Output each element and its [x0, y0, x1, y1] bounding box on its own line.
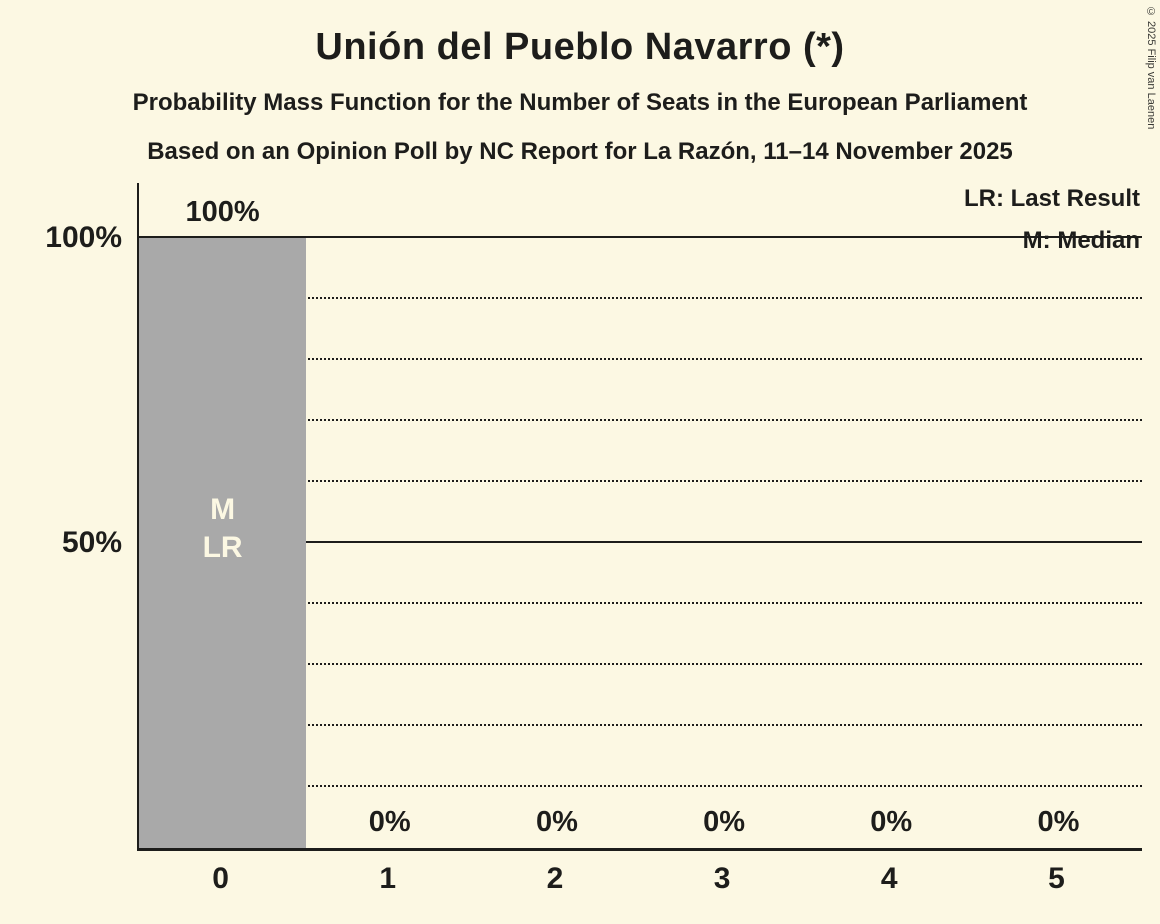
gridline-dotted-30 [139, 663, 1142, 665]
x-tick-2: 2 [546, 862, 564, 895]
gridline-solid-50 [139, 541, 1142, 543]
bar-value-label-1: 0% [368, 806, 411, 838]
bar-column-5: 0% [975, 238, 1142, 848]
bar-column-1: 0% [306, 238, 473, 848]
gridline-dotted-60 [139, 480, 1142, 482]
chart-subtitle-source: Based on an Opinion Poll by NC Report fo… [147, 138, 1013, 165]
chart-subtitle: Probability Mass Function for the Number… [132, 89, 1028, 116]
bar-seats-0: M LR [139, 238, 307, 848]
x-tick-5: 5 [1048, 862, 1065, 895]
bar-value-label-3: 0% [703, 806, 746, 838]
bar-column-4: 0% [808, 238, 975, 848]
y-tick-50: 50% [61, 526, 122, 559]
y-axis-labels: 100% 50% [0, 221, 122, 848]
bar-value-label-5: 0% [1037, 806, 1080, 838]
bar-value-label-2: 0% [535, 806, 578, 838]
x-tick-0: 0 [212, 862, 229, 895]
gridline-dotted-80 [139, 358, 1142, 360]
marker-m: M [210, 493, 236, 526]
gridline-dotted-10 [139, 785, 1142, 787]
marker-lr: LR [202, 531, 243, 564]
gridline-dotted-40 [139, 602, 1142, 604]
gridline-dotted-70 [139, 419, 1142, 421]
gridline-solid-100 [139, 236, 1142, 238]
x-axis-labels: 0 1 2 3 4 5 [137, 862, 1140, 896]
legend-last-result: LR: Last Result [963, 185, 1140, 212]
y-tick-100: 100% [45, 221, 122, 254]
bar-value-label-0: 100% [185, 196, 260, 228]
chart-area: M LR 100% 0% 0% 0% 0% 0% [137, 183, 1142, 851]
legend: LR: Last Result M: Median [964, 185, 1140, 255]
gridline-dotted-90 [139, 297, 1142, 299]
bar-column-2: 0% [473, 238, 640, 848]
bar-value-label-4: 0% [870, 806, 913, 838]
chart-title: Unión del Pueblo Navarro (*) [315, 26, 845, 68]
copyright-notice: © 2025 Filip van Laenen [1145, 6, 1157, 130]
x-tick-3: 3 [713, 862, 731, 895]
legend-median: M: Median [1022, 227, 1140, 254]
x-tick-4: 4 [880, 862, 898, 895]
gridline-dotted-20 [139, 724, 1142, 726]
bar-annotations-0: M LR [203, 491, 243, 567]
bar-column-3: 0% [641, 238, 808, 848]
plot-area: M LR 100% 0% 0% 0% 0% 0% [139, 196, 1142, 848]
bar-column-0: M LR 100% [139, 196, 307, 848]
x-tick-1: 1 [379, 862, 397, 895]
